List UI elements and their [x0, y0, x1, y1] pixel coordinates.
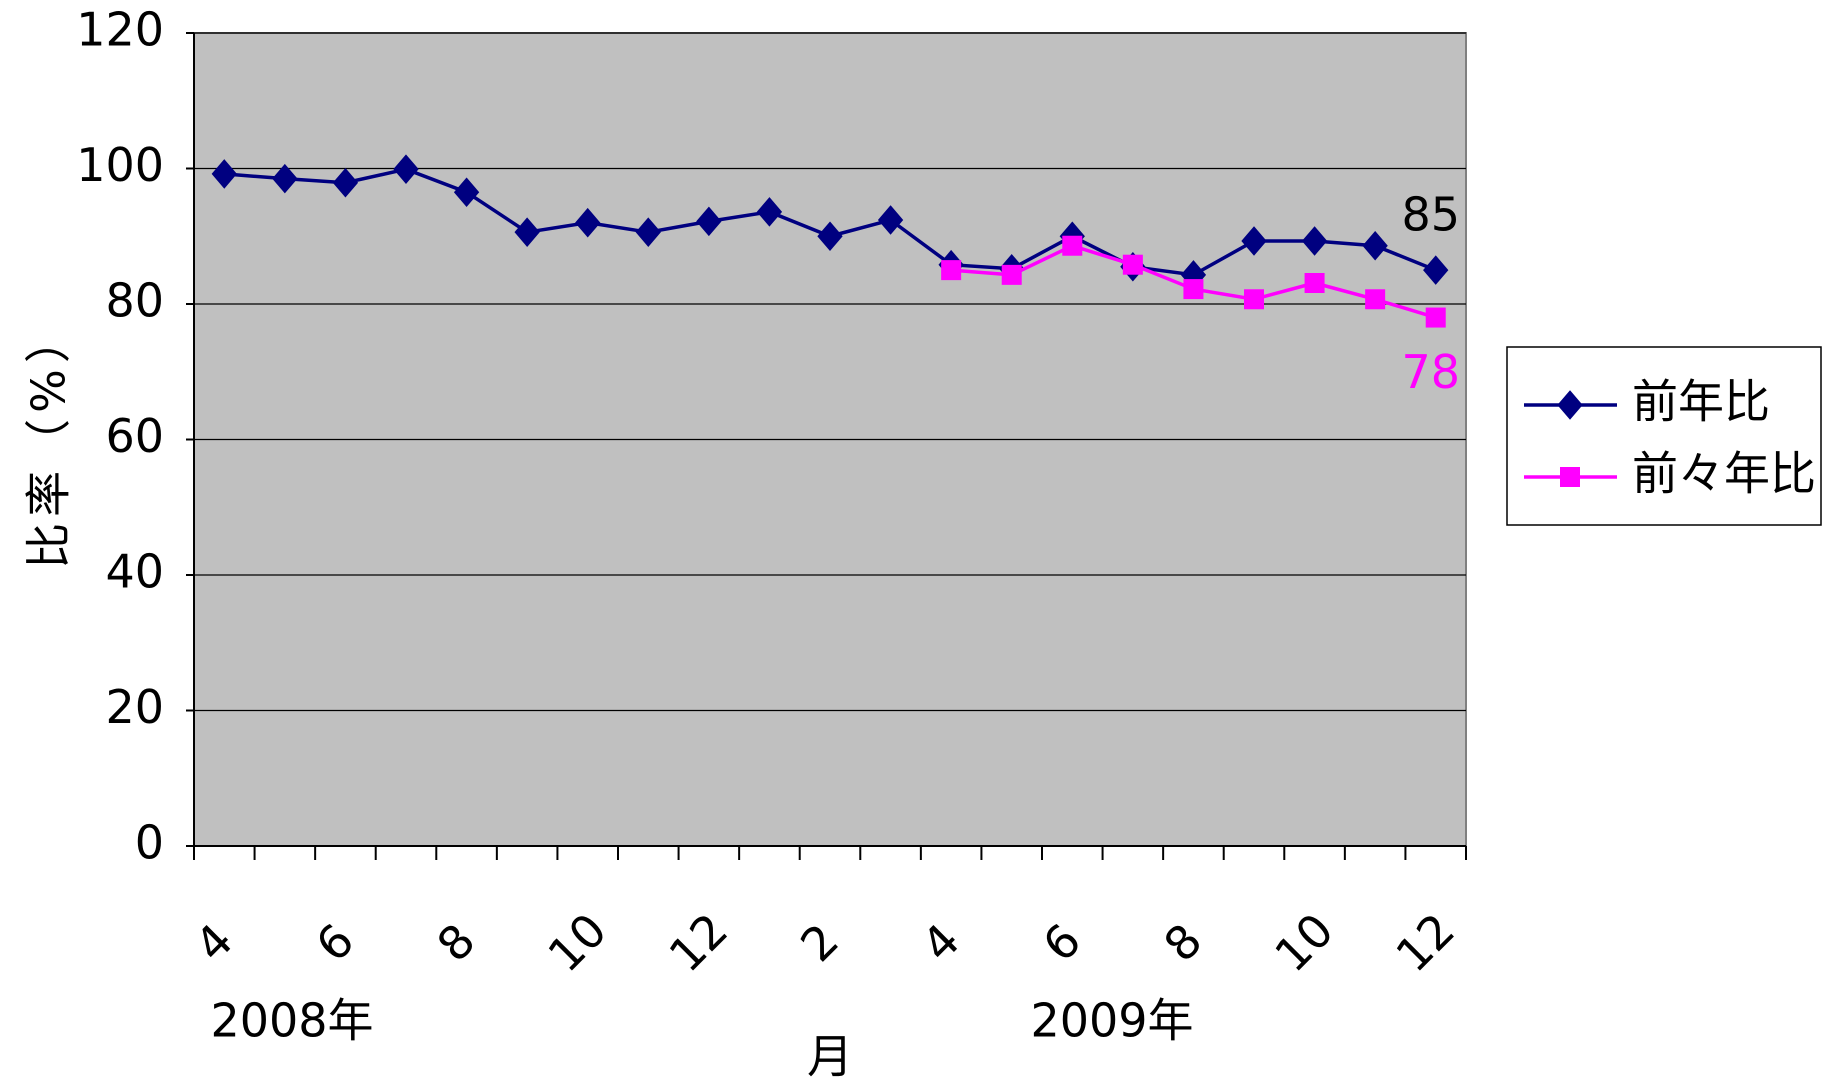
- x-tick-label: 6: [1032, 913, 1091, 972]
- legend-marker: [1560, 467, 1580, 487]
- data-label: 85: [1401, 188, 1460, 242]
- data-point: [1304, 272, 1325, 293]
- x-tick-label: 10: [1264, 903, 1344, 983]
- y-tick-label: 100: [76, 138, 164, 192]
- data-point: [332, 167, 359, 198]
- x-tick-label: 4: [911, 913, 970, 972]
- data-point: [941, 260, 962, 281]
- data-point: [1365, 289, 1386, 310]
- data-point: [393, 154, 419, 184]
- data-point: [696, 206, 722, 237]
- data-point: [1362, 230, 1388, 261]
- y-tick-label: 20: [105, 680, 164, 734]
- data-point: [1244, 289, 1264, 310]
- data-point: [1301, 226, 1328, 256]
- data-point: [575, 207, 601, 238]
- legend-marker: [1557, 390, 1583, 420]
- legend-label: 前々年比: [1632, 447, 1816, 501]
- data-point: [877, 205, 904, 235]
- x-axis-label: 月: [807, 1030, 853, 1084]
- data-point: [756, 197, 783, 227]
- year-label: 2009年: [1030, 994, 1193, 1048]
- data-point: [453, 177, 480, 207]
- data-point: [1001, 264, 1022, 285]
- data-point: [1183, 279, 1204, 300]
- data-point: [514, 217, 540, 247]
- data-label: 78: [1401, 345, 1460, 399]
- y-tick-label: 60: [105, 409, 164, 463]
- data-point: [272, 163, 298, 194]
- year-label: 2008年: [210, 994, 373, 1048]
- y-axis-label: 比率（%）: [22, 311, 76, 569]
- x-tick-label: 8: [427, 913, 486, 972]
- data-point: [1122, 254, 1143, 275]
- data-point: [211, 159, 237, 189]
- x-tick-label: 12: [1385, 903, 1465, 983]
- y-tick-label: 120: [76, 3, 164, 57]
- data-point: [817, 221, 843, 252]
- y-tick-label: 40: [105, 545, 164, 599]
- x-tick-label: 6: [306, 913, 365, 972]
- x-tick-label: 8: [1154, 913, 1213, 972]
- data-point: [1062, 235, 1083, 256]
- y-tick-label: 0: [135, 816, 164, 870]
- data-point: [635, 217, 661, 247]
- legend-box: [1506, 346, 1822, 526]
- data-point: [1425, 307, 1446, 328]
- x-tick-label: 10: [537, 903, 617, 983]
- legend-label: 前年比: [1632, 375, 1770, 429]
- x-tick-label: 12: [659, 903, 739, 983]
- x-tick-label: 4: [184, 913, 243, 972]
- y-tick-label: 80: [105, 274, 164, 328]
- data-point: [1423, 255, 1449, 285]
- x-tick-label: 2: [790, 913, 849, 972]
- data-point: [1241, 226, 1267, 256]
